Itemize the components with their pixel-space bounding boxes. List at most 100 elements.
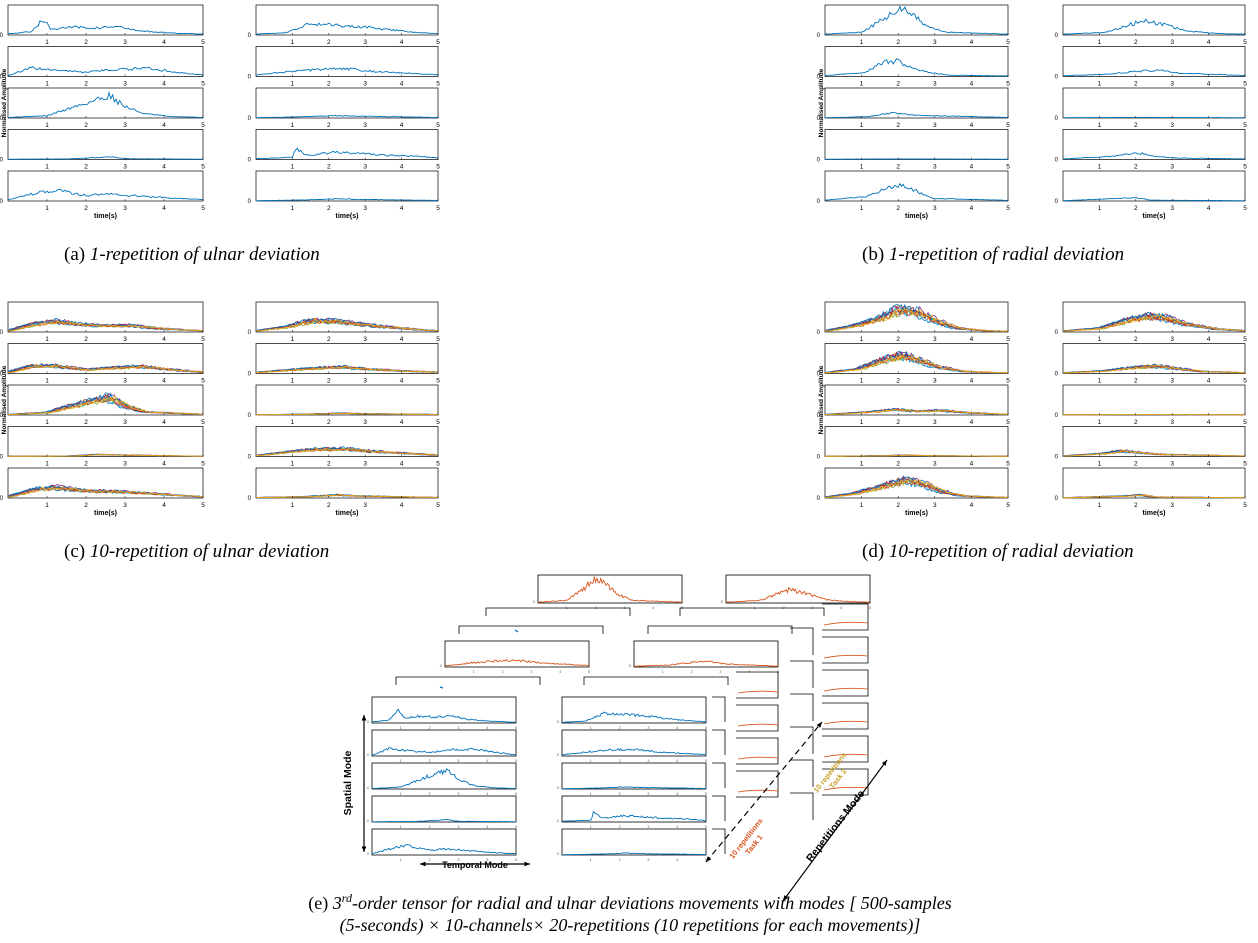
x-tick-label: 5 (1006, 378, 1010, 385)
y-axis-label: Normalised Amplitude (1, 68, 8, 137)
x-tick-label: 2 (618, 824, 621, 829)
signal-trace (1062, 450, 1246, 457)
x-tick-label: 3 (1170, 39, 1174, 46)
subplot-frame (255, 170, 439, 202)
caption-e-line2-text: (5-seconds) × 10-channels× 20-repetition… (339, 915, 921, 935)
signal-trace (371, 844, 517, 855)
subplot: 0 1 2 3 4 5 (248, 129, 440, 171)
x-tick-label: 2 (1134, 461, 1138, 468)
x-axis-label: time(s) (1143, 510, 1166, 517)
caption-e-line1: (e) 3rd-order tensor for radial and ulna… (308, 891, 952, 913)
x-tick-label: 4 (1207, 461, 1211, 468)
y-tick-label: 0 (817, 75, 821, 81)
x-axis-label: time(s) (905, 510, 928, 517)
tensor-front-slice: 1 2 3 4 5 0 (367, 696, 518, 730)
x-tick-label: 1 (860, 205, 864, 212)
signal-trace (823, 786, 869, 791)
x-tick-label: 3 (123, 81, 127, 88)
x-tick-label: 3 (123, 39, 127, 46)
subplot: 0 1 2 3 4 5 (817, 170, 1010, 212)
tensor-front-slice: 1 2 3 4 5 0 (557, 795, 708, 829)
x-tick-label: 4 (676, 758, 679, 763)
x-tick-label: 5 (436, 122, 440, 129)
x-tick-label: 1 (1098, 39, 1102, 46)
x-tick-label: 3 (457, 857, 460, 862)
x-tick-label: 1 (860, 419, 864, 426)
slice-frame (633, 640, 779, 668)
signal-trace (7, 156, 204, 160)
y-tick-label: 0 (248, 33, 252, 39)
subplot: 0 1 2 3 4 5 (817, 343, 1010, 385)
x-tick-label: 2 (896, 164, 900, 171)
signal-trace (1062, 196, 1245, 202)
y-tick-label: 0 (557, 752, 560, 757)
x-tick-label: 4 (970, 39, 974, 46)
y-tick-label: 0 (0, 413, 4, 419)
subplot: 0 1 2 3 4 5 (248, 87, 440, 129)
x-tick-label: 4 (970, 461, 974, 468)
x-tick-label: 2 (84, 81, 88, 88)
x-tick-label: 4 (400, 164, 404, 171)
signal-trace (823, 687, 869, 692)
panel-c: 0 1 2 3 4 5 0 1 2 3 4 5 0 1 2 3 4 5 0 1 2 3 4 5 0 1 2 3 4 5 time(s) 0 1 2… (0, 301, 440, 517)
y-tick-label: 0 (1055, 413, 1059, 419)
signal-trace (371, 768, 516, 790)
y-axis-label: Normalised Amplitude (1, 365, 8, 434)
x-tick-label: 5 (436, 81, 440, 88)
arrow-head (361, 846, 367, 852)
tensor-mid-slice: 1 2 3 4 5 0 (629, 640, 780, 674)
x-tick-label: 4 (162, 122, 166, 129)
signal-trace (737, 756, 779, 760)
tensor-front-slice: 1 2 3 4 5 0 (557, 828, 708, 862)
subplot: 0 1 2 3 4 5 (248, 170, 440, 212)
y-tick-label: 0 (0, 75, 4, 81)
panel-d: 0 1 2 3 4 5 0 1 2 3 4 5 0 1 2 3 4 5 0 1 2 3 4 5 0 1 2 3 4 5 time(s) 0 1 2… (817, 301, 1247, 517)
x-tick-label: 5 (201, 419, 205, 426)
slice-frame (371, 762, 517, 790)
x-tick-label: 2 (428, 857, 431, 862)
subplot-frame (7, 467, 204, 499)
caption-d: (d) 10-repetition of radial deviation (862, 541, 1134, 563)
x-tick-label: 5 (1243, 122, 1247, 129)
x-tick-label: 4 (400, 336, 404, 343)
y-tick-label: 0 (0, 496, 4, 502)
x-tick-label: 5 (1006, 502, 1010, 509)
signal-trace (255, 446, 439, 456)
task1-dashed-arrow (705, 721, 823, 863)
x-tick-label: 1 (291, 81, 295, 88)
slice-frame (561, 696, 707, 724)
x-tick-label: 1 (400, 824, 403, 829)
x-tick-label: 2 (1134, 419, 1138, 426)
y-tick-label: 0 (367, 851, 370, 856)
x-tick-label: 4 (400, 502, 404, 509)
y-tick-label: 0 (1055, 372, 1059, 378)
x-tick-label: 4 (162, 378, 166, 385)
signal-trace (7, 188, 204, 201)
y-tick-label: 0 (248, 330, 252, 336)
slice-frame (371, 795, 517, 823)
x-tick-label: 4 (162, 419, 166, 426)
repetition-slice (822, 735, 869, 763)
x-tick-label: 3 (363, 378, 367, 385)
signal-trace (824, 111, 1008, 119)
x-tick-label: 2 (84, 419, 88, 426)
x-tick-label: 4 (162, 164, 166, 171)
x-tick-label: 1 (860, 164, 864, 171)
subplot: 0 1 2 3 4 5 (1055, 170, 1247, 212)
x-tick-label: 3 (719, 669, 722, 674)
x-tick-label: 1 (590, 824, 593, 829)
signal-trace (255, 320, 439, 332)
tensor-layer-bracket (458, 625, 604, 634)
y-tick-label: 0 (1055, 496, 1059, 502)
x-tick-label: 5 (201, 336, 205, 343)
x-tick-label: 5 (1243, 205, 1247, 212)
x-tick-label: 1 (291, 502, 295, 509)
signal-trace (1062, 364, 1246, 374)
x-tick-label: 2 (1134, 122, 1138, 129)
x-tick-label: 2 (1134, 378, 1138, 385)
x-tick-label: 5 (515, 824, 518, 829)
caption-c-letter: (c) (64, 541, 86, 562)
x-tick-label: 1 (1098, 164, 1102, 171)
y-tick-label: 0 (0, 330, 4, 336)
